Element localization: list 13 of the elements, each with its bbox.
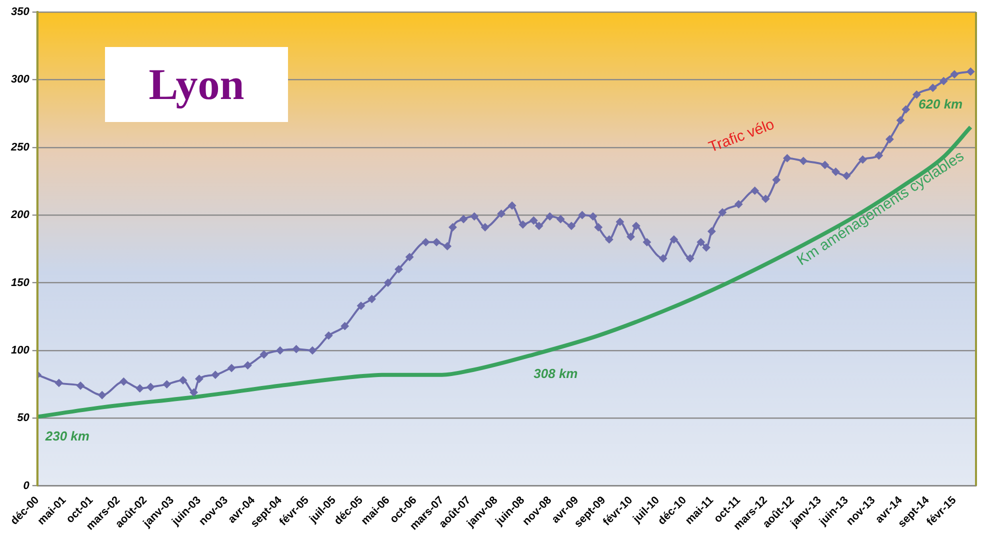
- y-tick-label: 250: [10, 141, 30, 154]
- text: Trafic vélo: [706, 116, 777, 156]
- annotation: 620 km: [918, 96, 964, 112]
- annotation: 230 km: [44, 428, 90, 444]
- y-tick-label: 300: [10, 74, 30, 86]
- y-tick-label: 50: [17, 412, 30, 424]
- y-tick-label: 0: [23, 480, 30, 492]
- y-tick-label: 350: [10, 6, 30, 18]
- y-tick-label: 150: [10, 276, 30, 289]
- y-tick-label: 200: [10, 209, 30, 222]
- text: Lyon: [105, 47, 288, 122]
- annotation: 308 km: [534, 366, 578, 382]
- y-tick-label: 100: [10, 344, 30, 356]
